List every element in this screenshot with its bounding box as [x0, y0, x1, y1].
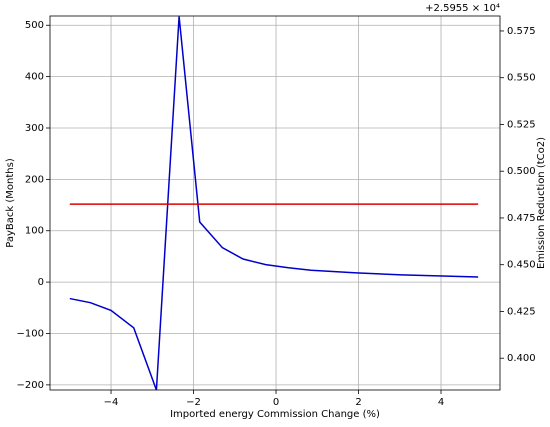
y-tick-label: 500: [25, 20, 44, 31]
y-axis-label: PayBack (Months): [5, 158, 16, 248]
y-tick-label: 0: [38, 277, 44, 288]
y2-tick-label: 0.400: [507, 353, 536, 364]
y-tick-label: 400: [25, 72, 44, 83]
data-line: [69, 16, 479, 390]
x-tick-label: 4: [438, 397, 444, 408]
x-tick-label: 2: [355, 397, 361, 408]
y2-tick-label: 0.525: [507, 119, 536, 130]
y2-tick-label: 0.500: [507, 166, 536, 177]
y-tick-label: −200: [17, 380, 44, 391]
y2-tick-label: 0.575: [507, 26, 536, 37]
y2-tick-label: 0.475: [507, 213, 536, 224]
x-tick-label: 0: [273, 397, 279, 408]
y-tick-label: 200: [25, 174, 44, 185]
plot-layer: [69, 16, 479, 390]
y-tick-label: −100: [17, 328, 44, 339]
y-tick-label: 300: [25, 123, 44, 134]
y2-tick-label: 0.550: [507, 73, 536, 84]
axis-layer: −4 −2 0 2 4 −200 −100 0 100 200 300 400 500 0.400 0.42…: [17, 20, 536, 408]
y-tick-label: 100: [25, 226, 44, 237]
grid-layer: [50, 16, 500, 390]
plot-frame: [49, 15, 501, 391]
x-tick-label: −2: [186, 397, 201, 408]
x-axis-label: Imported energy Commission Change (%): [170, 409, 380, 420]
y2-tick-label: 0.425: [507, 306, 536, 317]
y2-tick-label: 0.450: [507, 260, 536, 271]
y2-axis-label: Emission Reduction (tCo2): [536, 137, 547, 269]
x-tick-label: −4: [104, 397, 119, 408]
y2-offset-label: +2.5955 × 10⁴: [425, 3, 500, 14]
